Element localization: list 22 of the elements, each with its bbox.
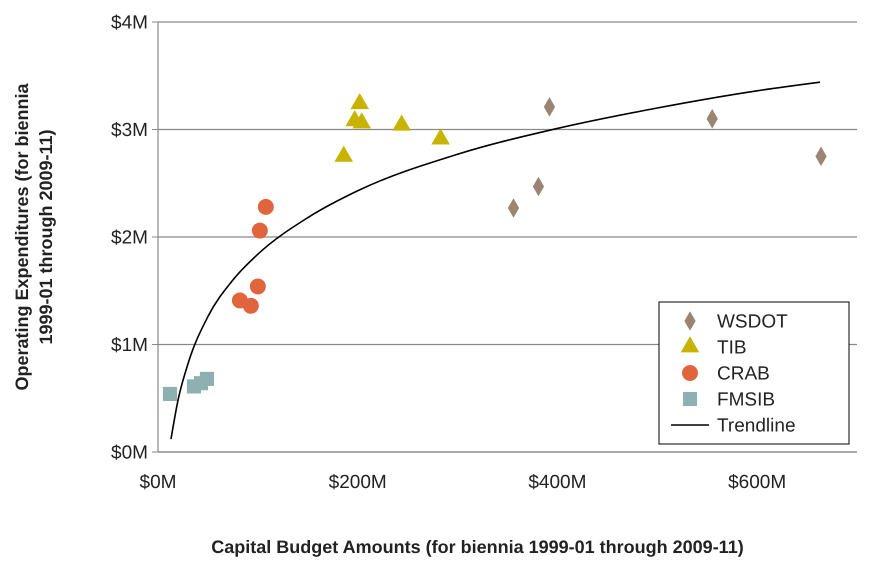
y-tick-label: $1M [111,335,148,356]
point [232,292,248,308]
x-axis-title: Capital Budget Amounts (for biennia 1999-01 through 2009-11) [211,537,744,557]
legend-label: Trendline [717,416,796,437]
legend-label: FMSIB [717,390,776,411]
x-tick-label: $200M [328,472,387,493]
x-tick-label: $0M [140,472,176,493]
y-axis-title: Operating Expenditures (for biennia 1999-01 through 2009-11) [12,82,56,391]
point [252,222,268,239]
legend-label: WSDOT [717,312,788,333]
point [258,198,274,215]
y-tick-label: $3M [111,120,148,142]
x-tick-label: $600M [728,472,786,493]
point [250,278,266,294]
y-tick-label: $2M [111,228,148,249]
x-tick-label: $400M [528,472,586,493]
legend-label: TIB [717,338,747,359]
legend-label: CRAB [717,364,770,385]
y-tick-label: $0M [111,442,148,464]
y-tick-label: $4M [111,12,148,34]
point [162,386,178,402]
point [200,372,214,386]
